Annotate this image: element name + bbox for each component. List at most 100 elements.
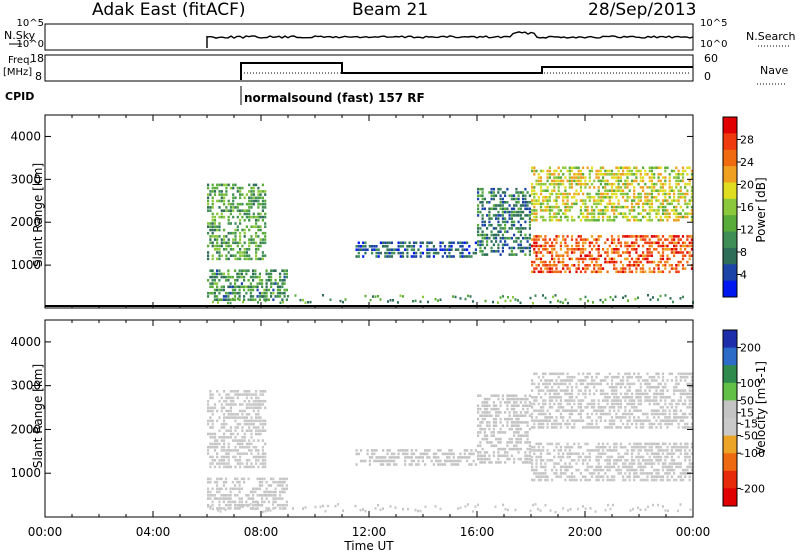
echo-cell — [238, 507, 241, 510]
echo-cell — [617, 166, 620, 170]
echo-cell — [211, 244, 214, 248]
echo-cell — [229, 222, 232, 225]
echo-cell — [668, 396, 671, 399]
velocity-xticks: 00:00 04:00 08:00 12:00 16:00 20:00 00:00 — [28, 320, 710, 539]
echo-cell — [222, 507, 225, 510]
echo-cell — [236, 432, 239, 436]
echo-cell — [258, 298, 261, 301]
echo-cell — [586, 212, 589, 215]
echo-cell — [661, 442, 665, 446]
echo-cell — [257, 199, 260, 203]
echo-cell — [673, 241, 676, 245]
echo-cell — [231, 500, 234, 504]
echo-cell — [562, 472, 565, 475]
echo-cell — [602, 173, 605, 176]
echo-cell — [531, 166, 534, 170]
echo-cell — [515, 414, 518, 417]
echo-cell — [359, 449, 363, 452]
echo-cell — [490, 250, 493, 253]
echo-cell — [617, 202, 620, 206]
echo-cell — [579, 257, 582, 261]
echo-cell — [670, 462, 673, 465]
echo-cell — [245, 429, 248, 432]
echo-cell — [650, 475, 653, 478]
echo-cell — [559, 459, 562, 462]
echo-cell — [539, 176, 543, 179]
echo-cell — [237, 297, 239, 301]
echo-cell — [492, 431, 495, 434]
echo-cell — [590, 260, 594, 264]
echo-cell — [209, 291, 212, 295]
echo-cell — [220, 497, 223, 500]
echo-cell — [223, 199, 226, 203]
echo-cell — [517, 437, 520, 441]
echo-cell — [437, 449, 440, 452]
echo-cell — [238, 484, 241, 487]
echo-cell — [681, 179, 685, 183]
echo-cell — [421, 251, 424, 255]
echo-cell — [688, 166, 691, 170]
echo-cell — [535, 442, 538, 446]
echo-cell — [255, 248, 258, 251]
echo-cell — [635, 257, 638, 261]
echo-cell — [211, 462, 214, 465]
echo-cell — [582, 192, 585, 196]
echo-cell — [501, 220, 504, 224]
echo-cell — [615, 209, 618, 212]
echo-cell — [234, 222, 237, 225]
echo-cell — [265, 291, 268, 295]
echo-cell — [207, 419, 210, 423]
echo-cell — [457, 463, 460, 466]
echo-cell — [227, 199, 230, 203]
echo-cell — [559, 182, 562, 186]
echo-cell — [243, 503, 246, 507]
echo-cell — [557, 396, 560, 399]
echo-cell — [655, 385, 658, 389]
echo-cell — [675, 406, 678, 409]
echo-cell — [526, 207, 529, 211]
echo-cell — [229, 465, 232, 469]
echo-cell — [515, 191, 518, 194]
echo-cell — [664, 176, 667, 179]
echo-cell — [608, 202, 611, 206]
echo-cell — [566, 235, 569, 238]
echo-cell — [428, 248, 431, 251]
echo-cell — [508, 194, 511, 197]
echo-cell — [595, 426, 598, 429]
echo-cell — [597, 248, 600, 251]
echo-cell — [619, 270, 622, 274]
echo-cell — [522, 404, 525, 407]
colorbar-swatch — [723, 347, 737, 366]
echo-cell — [432, 452, 435, 456]
colorbar-tick-label: 15 — [740, 407, 754, 420]
echo-cell — [617, 409, 620, 412]
echo-cell — [666, 396, 669, 399]
echo-cell — [688, 382, 691, 386]
echo-cell — [236, 244, 239, 248]
echo-cell — [211, 202, 214, 206]
echo-cell — [599, 202, 602, 206]
echo-cell — [434, 505, 437, 508]
echo-cell — [670, 372, 673, 376]
echo-cell — [646, 199, 649, 202]
echo-cell — [242, 505, 244, 509]
echo-cell — [655, 264, 658, 267]
echo-cell — [513, 401, 516, 404]
echo-cell — [666, 465, 669, 469]
echo-cell — [508, 227, 511, 230]
echo-cell — [659, 244, 662, 248]
echo-cell — [684, 202, 687, 206]
echo-cell — [648, 426, 651, 429]
echo-cell — [562, 212, 565, 215]
echo-cell — [255, 390, 258, 393]
echo-cell — [386, 245, 389, 248]
echo-cell — [664, 267, 667, 270]
echo-cell — [492, 204, 495, 207]
echo-cell — [608, 215, 611, 219]
echo-cell — [267, 490, 270, 494]
echo-cell — [648, 199, 651, 202]
echo-cell — [628, 212, 631, 215]
echo-cell — [539, 478, 543, 482]
echo-cell — [528, 461, 531, 464]
echo-cell — [257, 403, 260, 406]
